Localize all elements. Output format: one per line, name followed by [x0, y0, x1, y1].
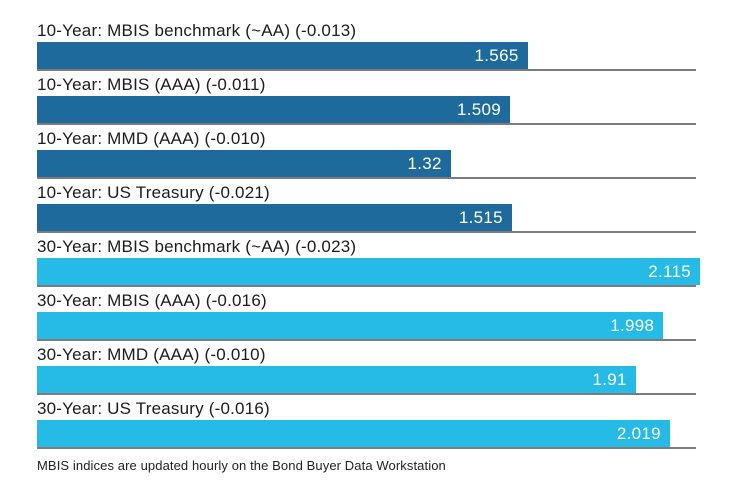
bar-label: 30-Year: MBIS (AAA) (-0.016) — [37, 291, 267, 310]
bar-label: 10-Year: US Treasury (-0.021) — [37, 183, 270, 202]
bar-track: 1.32 — [37, 150, 700, 177]
bar-row-30yr-mmd-aaa: 30-Year: MMD (AAA) (-0.010) 1.91 — [37, 345, 700, 395]
bar-30yr-mbis-benchmark: 2.115 — [37, 258, 700, 285]
row-separator — [37, 231, 696, 233]
row-separator — [37, 393, 696, 395]
bar-track: 1.998 — [37, 312, 700, 339]
bar-track: 2.019 — [37, 420, 700, 447]
row-separator — [37, 69, 696, 71]
bar-value-label: 1.998 — [610, 315, 655, 335]
bar-track: 1.515 — [37, 204, 700, 231]
bar-10yr-us-treasury: 1.515 — [37, 204, 512, 231]
bar-row-10yr-mbis-aaa: 10-Year: MBIS (AAA) (-0.011) 1.509 — [37, 75, 700, 125]
bar-label: 30-Year: MMD (AAA) (-0.010) — [37, 345, 266, 364]
bar-track: 1.509 — [37, 96, 700, 123]
row-separator — [37, 285, 696, 287]
bar-value-label: 2.019 — [616, 423, 661, 443]
bar-track: 2.115 — [37, 258, 700, 285]
row-separator — [37, 447, 696, 449]
bar-value-label: 1.91 — [592, 369, 627, 389]
bar-track: 1.91 — [37, 366, 700, 393]
bar-label: 30-Year: US Treasury (-0.016) — [37, 399, 270, 418]
bar-30yr-us-treasury: 2.019 — [37, 420, 670, 447]
bar-value-label: 1.509 — [456, 99, 502, 119]
bar-label: 10-Year: MBIS benchmark (~AA) (-0.013) — [37, 21, 357, 40]
row-separator — [37, 177, 696, 179]
bar-label: 10-Year: MBIS (AAA) (-0.011) — [37, 75, 266, 94]
bar-row-10yr-us-treasury: 10-Year: US Treasury (-0.021) 1.515 — [37, 183, 700, 233]
bar-value-label: 1.32 — [407, 153, 442, 173]
bar-10yr-mbis-benchmark: 1.565 — [37, 42, 528, 69]
bar-row-10yr-mbis-benchmark: 10-Year: MBIS benchmark (~AA) (-0.013) 1… — [37, 21, 700, 71]
chart-footnote: MBIS indices are updated hourly on the B… — [37, 458, 446, 473]
bar-value-label: 1.565 — [474, 45, 519, 65]
bar-row-30yr-mbis-benchmark: 30-Year: MBIS benchmark (~AA) (-0.023) 2… — [37, 237, 700, 287]
bar-label: 10-Year: MMD (AAA) (-0.010) — [37, 129, 266, 148]
bar-row-30yr-us-treasury: 30-Year: US Treasury (-0.016) 2.019 — [37, 399, 700, 449]
yield-bar-chart: 10-Year: MBIS benchmark (~AA) (-0.013) 1… — [37, 21, 700, 473]
bar-track: 1.565 — [37, 42, 700, 69]
row-separator — [37, 123, 696, 125]
bar-row-10yr-mmd-aaa: 10-Year: MMD (AAA) (-0.010) 1.32 — [37, 129, 700, 179]
bar-10yr-mbis-aaa: 1.509 — [37, 96, 511, 123]
bar-value-label: 1.515 — [458, 207, 503, 227]
bar-label: 30-Year: MBIS benchmark (~AA) (-0.023) — [37, 237, 357, 256]
bar-row-30yr-mbis-aaa: 30-Year: MBIS (AAA) (-0.016) 1.998 — [37, 291, 700, 341]
row-separator — [37, 339, 696, 341]
bar-30yr-mmd-aaa: 1.91 — [37, 366, 636, 393]
bar-value-label: 2.115 — [648, 261, 691, 281]
bar-10yr-mmd-aaa: 1.32 — [37, 150, 451, 177]
bar-30yr-mbis-aaa: 1.998 — [37, 312, 664, 339]
